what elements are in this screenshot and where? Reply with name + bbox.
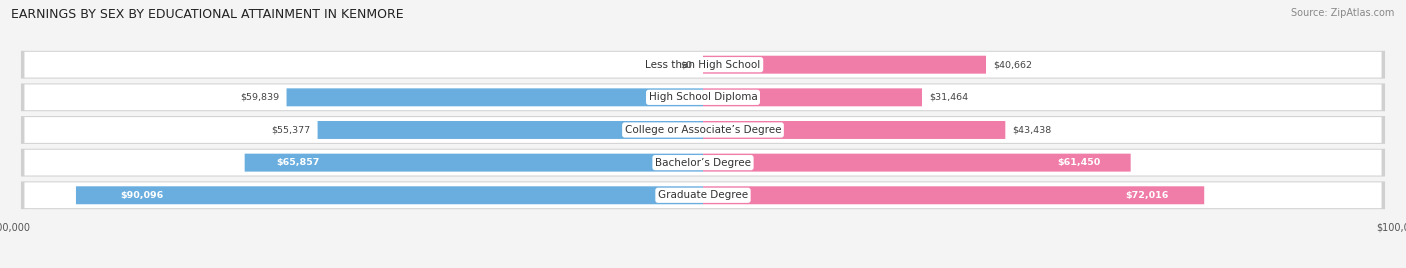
FancyBboxPatch shape bbox=[21, 51, 1385, 79]
FancyBboxPatch shape bbox=[287, 88, 703, 106]
Text: EARNINGS BY SEX BY EDUCATIONAL ATTAINMENT IN KENMORE: EARNINGS BY SEX BY EDUCATIONAL ATTAINMEN… bbox=[11, 8, 404, 21]
FancyBboxPatch shape bbox=[21, 83, 1385, 111]
Text: $0: $0 bbox=[681, 60, 693, 69]
Text: Bachelor’s Degree: Bachelor’s Degree bbox=[655, 158, 751, 168]
Text: High School Diploma: High School Diploma bbox=[648, 92, 758, 102]
FancyBboxPatch shape bbox=[703, 186, 1204, 204]
FancyBboxPatch shape bbox=[703, 154, 1130, 172]
FancyBboxPatch shape bbox=[703, 88, 922, 106]
Text: $40,662: $40,662 bbox=[993, 60, 1032, 69]
Text: $55,377: $55,377 bbox=[271, 125, 311, 135]
FancyBboxPatch shape bbox=[24, 150, 1382, 176]
FancyBboxPatch shape bbox=[21, 181, 1385, 209]
FancyBboxPatch shape bbox=[24, 183, 1382, 208]
FancyBboxPatch shape bbox=[21, 149, 1385, 177]
Text: Less than High School: Less than High School bbox=[645, 60, 761, 70]
FancyBboxPatch shape bbox=[318, 121, 703, 139]
Text: $65,857: $65,857 bbox=[277, 158, 321, 167]
Text: $59,839: $59,839 bbox=[240, 93, 280, 102]
Text: College or Associate’s Degree: College or Associate’s Degree bbox=[624, 125, 782, 135]
FancyBboxPatch shape bbox=[24, 84, 1382, 110]
Text: $61,450: $61,450 bbox=[1057, 158, 1101, 167]
FancyBboxPatch shape bbox=[245, 154, 703, 172]
FancyBboxPatch shape bbox=[76, 186, 703, 204]
FancyBboxPatch shape bbox=[24, 117, 1382, 143]
Text: $31,464: $31,464 bbox=[929, 93, 969, 102]
FancyBboxPatch shape bbox=[21, 116, 1385, 144]
FancyBboxPatch shape bbox=[24, 52, 1382, 77]
Text: Source: ZipAtlas.com: Source: ZipAtlas.com bbox=[1291, 8, 1395, 18]
FancyBboxPatch shape bbox=[703, 56, 986, 74]
Text: Graduate Degree: Graduate Degree bbox=[658, 190, 748, 200]
FancyBboxPatch shape bbox=[703, 121, 1005, 139]
Text: $43,438: $43,438 bbox=[1012, 125, 1052, 135]
Text: $90,096: $90,096 bbox=[120, 191, 163, 200]
Text: $72,016: $72,016 bbox=[1126, 191, 1170, 200]
